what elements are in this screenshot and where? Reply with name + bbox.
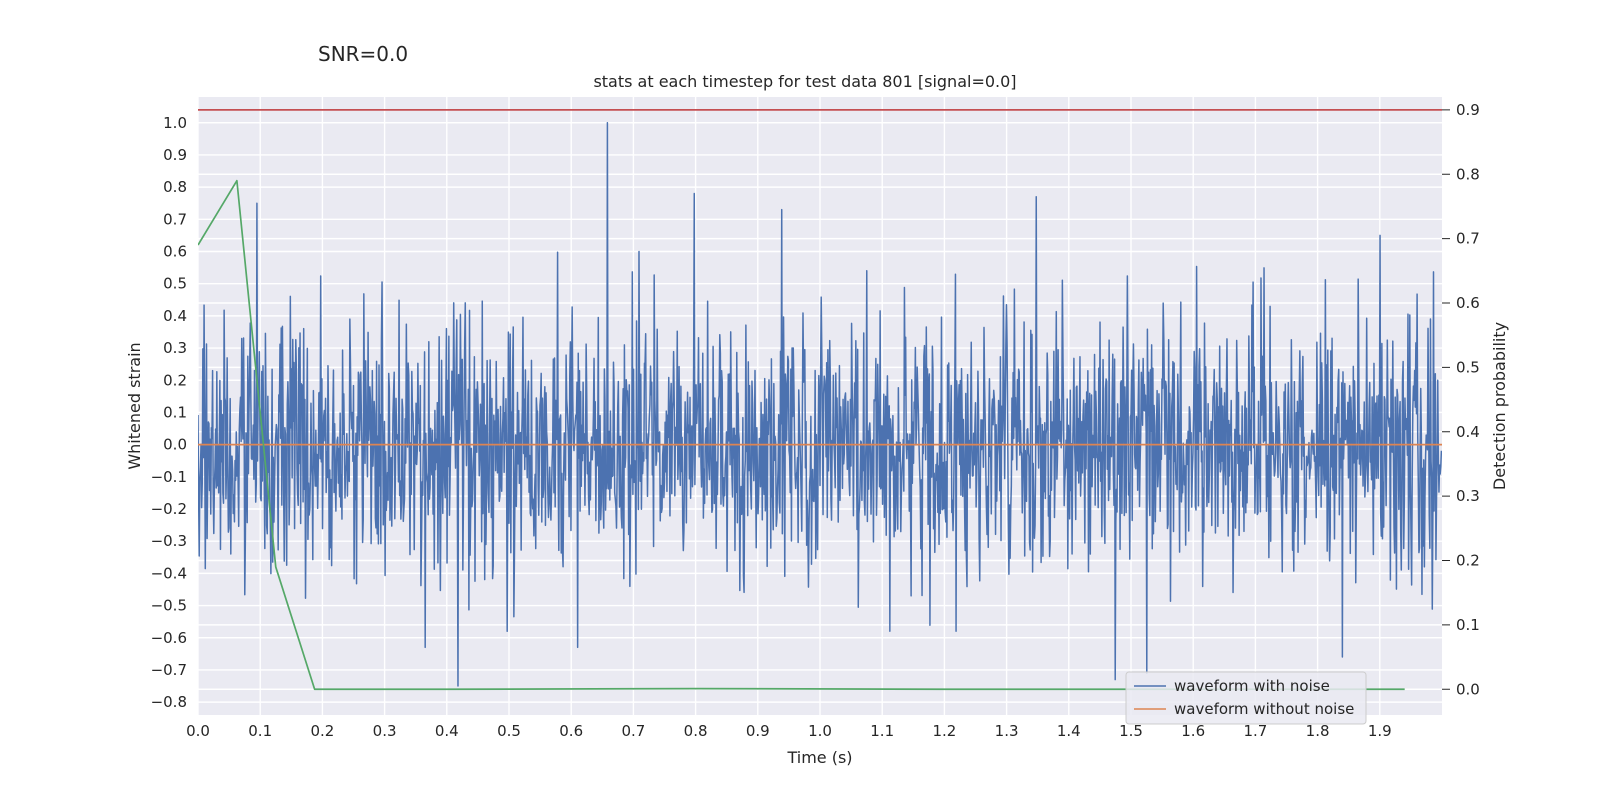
y-tick-label: 1.0 — [163, 114, 187, 132]
x-tick-label: 1.5 — [1119, 722, 1143, 740]
x-tick-label: 0.4 — [435, 722, 459, 740]
y-tick-label: −0.8 — [151, 693, 187, 711]
y2-tick-label: 0.8 — [1456, 165, 1480, 183]
y2-tick-label: 0.4 — [1456, 423, 1480, 441]
legend-box — [1125, 671, 1367, 725]
series-noisy-waveform — [198, 122, 1442, 687]
x-tick-label: 0.0 — [186, 722, 210, 740]
y-tick-label: −0.1 — [151, 468, 187, 486]
y-axis-label: Whitened strain — [125, 342, 144, 469]
y-tick-label: 0.5 — [163, 275, 187, 293]
y2-tick-label: 0.0 — [1456, 680, 1480, 698]
suptitle: SNR=0.0 — [318, 42, 408, 66]
y-tick-label: 0.8 — [163, 178, 187, 196]
x-tick-label: 1.8 — [1306, 722, 1330, 740]
x-tick-label: 0.1 — [248, 722, 272, 740]
y-tick-label: 0.4 — [163, 307, 187, 325]
y-tick-label: 0.3 — [163, 339, 187, 357]
y-tick-label: 0.7 — [163, 210, 187, 228]
y2-tick-label: 0.3 — [1456, 487, 1480, 505]
y2-tick-label: 0.9 — [1456, 101, 1480, 119]
x-tick-label: 1.4 — [1057, 722, 1081, 740]
x-tick-label: 0.8 — [684, 722, 708, 740]
x-tick-label: 1.1 — [870, 722, 894, 740]
x-tick-label: 1.0 — [808, 722, 832, 740]
series-layer — [198, 109, 1442, 691]
series-detection-probability — [198, 179, 1405, 691]
x-axis: 0.0 0.1 0.2 0.3 0.4 0.5 0.6 0.7 0.8 0.9 1.0 1.1 1.2 1… — [186, 722, 1392, 740]
y2-tick-label: 0.1 — [1456, 616, 1480, 634]
x-tick-label: 0.5 — [497, 722, 521, 740]
y2-tick-label: 0.7 — [1456, 230, 1480, 248]
x-tick-label: 1.6 — [1181, 722, 1205, 740]
x-tick-label: 1.3 — [995, 722, 1019, 740]
legend-label-clean: waveform without noise — [1174, 700, 1354, 718]
y2-axis-label: Detection probability — [1490, 322, 1509, 490]
y-tick-label: 0.1 — [163, 403, 187, 421]
y2-tick-label: 0.5 — [1456, 358, 1480, 376]
y-tick-label: 0.9 — [163, 146, 187, 164]
y-tick-label: −0.2 — [151, 500, 187, 518]
x-tick-label: 1.2 — [932, 722, 956, 740]
y-tick-label: −0.4 — [151, 564, 187, 582]
y-tick-label: −0.6 — [151, 629, 187, 647]
x-tick-label: 0.7 — [621, 722, 645, 740]
y2-tick-label: 0.2 — [1456, 552, 1480, 570]
y-tick-label: 0.6 — [163, 243, 187, 261]
x-tick-label: 0.9 — [746, 722, 770, 740]
x-tick-label: 1.9 — [1368, 722, 1392, 740]
y2-tick-label: 0.6 — [1456, 294, 1480, 312]
y-tick-label: −0.5 — [151, 597, 187, 615]
y-tick-label: 0.0 — [163, 436, 187, 454]
chart-title: stats at each timestep for test data 801… — [593, 72, 1016, 91]
y-axis-left: 1.0 0.9 0.8 0.7 0.6 0.5 0.4 0.3 0.2 0.1 0.0 −0.1 −0.… — [151, 114, 187, 711]
legend: waveform with noise waveform without noi… — [1125, 671, 1367, 725]
x-axis-label: Time (s) — [786, 748, 852, 767]
x-tick-label: 0.2 — [310, 722, 334, 740]
y-tick-label: 0.2 — [163, 371, 187, 389]
grid — [197, 97, 1442, 715]
y-tick-label: −0.7 — [151, 661, 187, 679]
x-tick-label: 1.7 — [1243, 722, 1267, 740]
legend-label-noise: waveform with noise — [1174, 677, 1330, 695]
x-tick-label: 0.6 — [559, 722, 583, 740]
x-tick-label: 0.3 — [373, 722, 397, 740]
y-axis-right: 0.9 0.8 0.7 0.6 0.5 0.4 0.3 0.2 0.1 0.0 — [1442, 101, 1480, 698]
y-tick-label: −0.3 — [151, 532, 187, 550]
